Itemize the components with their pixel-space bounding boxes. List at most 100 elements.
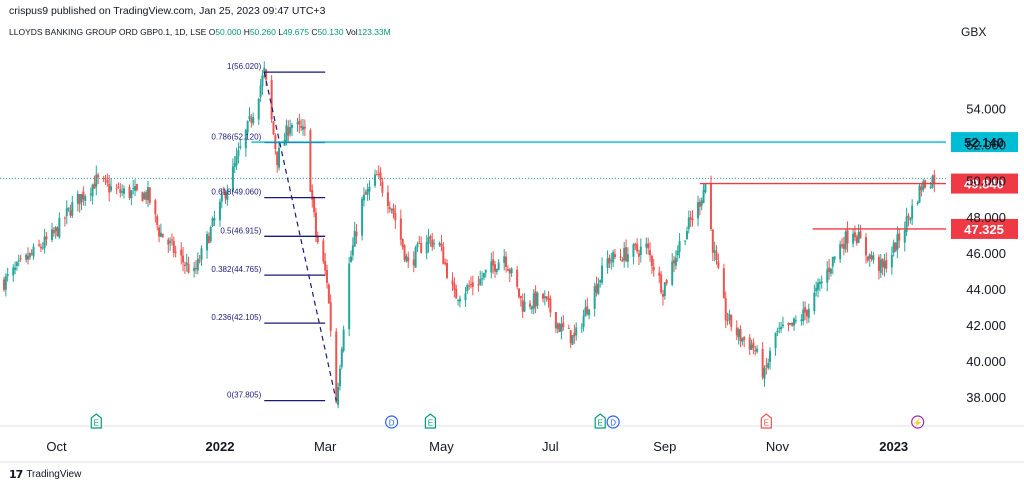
candle-down	[649, 250, 652, 256]
open-value: 50.000	[215, 27, 242, 37]
candle-down	[104, 178, 107, 180]
candle-down	[521, 300, 524, 312]
candle-up	[922, 181, 925, 190]
earnings-icon	[424, 413, 436, 429]
candle-up	[610, 260, 613, 262]
candle-up	[905, 216, 908, 233]
close-label: C	[311, 27, 318, 37]
candle-down	[182, 255, 185, 263]
candle-down	[102, 177, 105, 179]
candle-down	[412, 259, 415, 266]
candle-up	[15, 262, 18, 267]
candle-down	[505, 256, 508, 267]
candle-down	[765, 365, 768, 367]
candle-down	[444, 262, 447, 264]
candle-up	[43, 236, 46, 248]
candle-up	[741, 338, 744, 342]
candle-down	[519, 295, 522, 299]
candle-up	[632, 244, 635, 257]
candle-down	[314, 212, 317, 236]
candle-down	[541, 294, 544, 299]
event-glyph: D	[389, 419, 395, 428]
candle-up	[342, 329, 345, 351]
candle-down	[907, 215, 910, 218]
candle-down	[730, 314, 733, 327]
candle-down	[652, 266, 655, 271]
candle-down	[329, 302, 332, 331]
candle-up	[623, 247, 626, 261]
candle-down	[865, 237, 868, 256]
candle-up	[911, 205, 914, 219]
candle-down	[529, 303, 532, 307]
candle-down	[161, 233, 164, 238]
candle-up	[67, 207, 70, 210]
candle-down	[698, 201, 701, 207]
candle-down	[828, 267, 831, 272]
candle-down	[56, 227, 59, 236]
candle-up	[484, 269, 487, 273]
candle-down	[440, 243, 443, 247]
candle-down	[689, 217, 692, 220]
candle-up	[146, 187, 149, 201]
candle-up	[556, 323, 559, 329]
candle-down	[516, 269, 519, 287]
candle-down	[859, 231, 862, 239]
candle-down	[691, 218, 694, 221]
candle-down	[431, 239, 434, 248]
x-tick-label: Oct	[46, 439, 67, 454]
candle-up	[237, 150, 240, 157]
candle-up	[348, 263, 351, 330]
candle-down	[379, 172, 382, 181]
candle-up	[800, 319, 803, 322]
candle-down	[841, 244, 844, 247]
candle-down	[517, 288, 520, 297]
y-tick-label: 54.000	[966, 102, 1006, 117]
candle-down	[322, 240, 325, 262]
candle-up	[626, 254, 629, 262]
candle-up	[122, 188, 125, 194]
fib-level-label: 0.382(44.765)	[211, 265, 261, 274]
candle-up	[41, 247, 44, 249]
open-label: O	[208, 27, 216, 37]
candle-up	[71, 202, 74, 216]
candle-up	[763, 367, 766, 379]
candle-down	[673, 259, 676, 264]
candle-down	[403, 245, 406, 260]
candle-up	[584, 307, 587, 317]
candle-up	[793, 318, 796, 326]
candle-up	[257, 98, 260, 120]
candle-down	[39, 246, 42, 249]
candle-down	[493, 264, 496, 272]
candle-up	[482, 272, 485, 278]
candle-up	[676, 250, 679, 256]
event-glyph: E	[598, 419, 603, 428]
candle-up	[132, 188, 135, 190]
candle-up	[896, 234, 899, 250]
candle-up	[687, 217, 690, 229]
event-glyph: E	[94, 419, 99, 428]
volume-value: 123.33M	[357, 27, 391, 37]
candle-down	[625, 247, 628, 262]
candle-up	[890, 254, 893, 268]
candle-up	[678, 241, 681, 252]
split-icon	[911, 415, 925, 429]
candle-up	[464, 293, 467, 301]
candle-down	[881, 258, 884, 267]
candle-down	[547, 297, 550, 301]
candle-down	[97, 174, 100, 178]
earnings-icon	[760, 413, 772, 429]
candle-down	[407, 257, 410, 262]
candle-down	[52, 230, 55, 234]
resistance-52-tag-label: 52.140	[964, 135, 1004, 150]
candle-down	[558, 323, 561, 332]
candle-down	[619, 256, 622, 258]
low-value: 49.675	[282, 27, 309, 37]
candle-up	[196, 258, 199, 271]
candle-up	[209, 227, 212, 242]
candle-up	[159, 232, 162, 237]
y-tick-label: 52.000	[966, 138, 1006, 153]
candle-down	[276, 151, 279, 166]
candle-up	[612, 252, 615, 263]
y-tick-label: 38.000	[966, 390, 1006, 405]
